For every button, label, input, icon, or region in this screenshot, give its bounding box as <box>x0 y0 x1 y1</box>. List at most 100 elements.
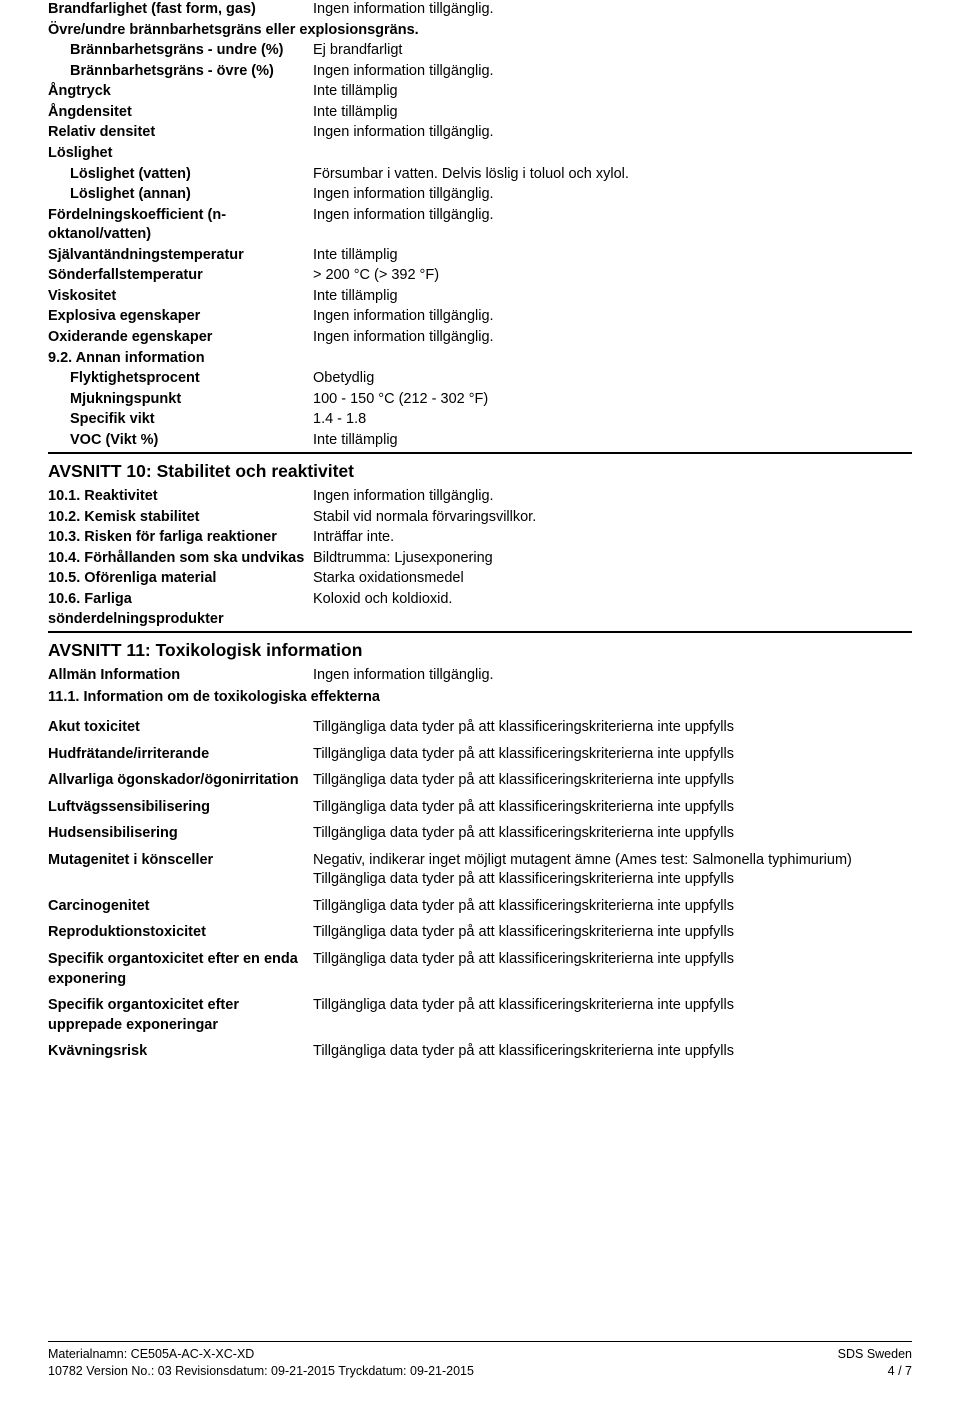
property-value: Ingen information tillgänglig. <box>313 307 912 327</box>
footer-page-number: 4 / 7 <box>888 1363 912 1380</box>
property-label: Hudsensibilisering <box>48 824 313 844</box>
property-value: Bildtrumma: Ljusexponering <box>313 549 912 569</box>
property-label: Explosiva egenskaper <box>48 307 313 327</box>
property-row: ÅngdensitetInte tillämplig <box>48 103 912 123</box>
property-value: Inte tillämplig <box>313 431 912 451</box>
property-value: Tillgängliga data tyder på att klassific… <box>313 1042 912 1062</box>
property-label: 10.3. Risken för farliga reaktioner <box>48 528 313 548</box>
property-value: Ingen information tillgänglig. <box>313 487 912 507</box>
property-label: Specifik organtoxicitet efter upprepade … <box>48 996 313 1035</box>
property-value: Ingen information tillgänglig. <box>313 123 912 143</box>
property-row: Relativ densitetIngen information tillgä… <box>48 123 912 143</box>
property-value: Starka oxidationsmedel <box>313 569 912 589</box>
property-value: 1.4 - 1.8 <box>313 410 912 430</box>
sec11-sub: 11.1. Information om de toxikologiska ef… <box>48 688 912 708</box>
property-label: 10.6. Farliga sönderdelningsprodukter <box>48 590 313 629</box>
property-value: Koloxid och koldioxid. <box>313 590 912 610</box>
sec9-sub1: Övre/undre brännbarhetsgräns eller explo… <box>48 21 912 41</box>
property-value: Stabil vid normala förvaringsvillkor. <box>313 508 912 528</box>
property-value: Inte tillämplig <box>313 103 912 123</box>
property-label: 10.1. Reaktivitet <box>48 487 313 507</box>
property-label: Reproduktionstoxicitet <box>48 923 313 943</box>
property-label: Ångtryck <box>48 82 313 102</box>
property-row: Mjukningspunkt100 - 150 °C (212 - 302 °F… <box>48 390 912 410</box>
property-row: Oxiderande egenskaperIngen information t… <box>48 328 912 348</box>
footer-sds-region: SDS Sweden <box>838 1346 912 1363</box>
property-label: Sönderfallstemperatur <box>48 266 313 286</box>
property-row: 10.2. Kemisk stabilitetStabil vid normal… <box>48 508 912 528</box>
sec9-block1b: Brännbarhetsgräns - undre (%)Ej brandfar… <box>48 41 912 143</box>
property-value: Ingen information tillgänglig. <box>313 185 912 205</box>
sec11-general-label: Allmän Information <box>48 666 313 686</box>
footer-rule <box>48 1341 912 1342</box>
property-value: Tillgängliga data tyder på att klassific… <box>313 950 912 970</box>
property-value: Försumbar i vatten. Delvis löslig i tolu… <box>313 165 912 185</box>
property-row: ReproduktionstoxicitetTillgängliga data … <box>48 923 912 943</box>
sec9-block2: Löslighet (vatten)Försumbar i vatten. De… <box>48 165 912 348</box>
separator-11 <box>48 631 912 633</box>
sec11-row-general: Allmän Information Ingen information til… <box>48 666 912 686</box>
property-label: VOC (Vikt %) <box>48 431 313 451</box>
property-label: Självantändningstemperatur <box>48 246 313 266</box>
property-label: Oxiderande egenskaper <box>48 328 313 348</box>
sec9-block1: Brandfarlighet (fast form, gas)Ingen inf… <box>48 0 912 20</box>
property-row: Akut toxicitetTillgängliga data tyder på… <box>48 718 912 738</box>
property-value: Ingen information tillgänglig. <box>313 206 912 226</box>
property-row: 10.1. ReaktivitetIngen information tillg… <box>48 487 912 507</box>
property-row: VOC (Vikt %)Inte tillämplig <box>48 431 912 451</box>
property-row: Specifik organtoxicitet efter en enda ex… <box>48 950 912 989</box>
property-label: Specifik organtoxicitet efter en enda ex… <box>48 950 313 989</box>
property-row: 10.5. Oförenliga materialStarka oxidatio… <box>48 569 912 589</box>
footer-version-info: 10782 Version No.: 03 Revisionsdatum: 09… <box>48 1363 474 1380</box>
property-label: 10.5. Oförenliga material <box>48 569 313 589</box>
property-value: Tillgängliga data tyder på att klassific… <box>313 771 912 791</box>
property-row: Brännbarhetsgräns - undre (%)Ej brandfar… <box>48 41 912 61</box>
property-label: 10.4. Förhållanden som ska undvikas <box>48 549 313 569</box>
page-footer: Materialnamn: CE505A-AC-X-XC-XD SDS Swed… <box>48 1341 912 1380</box>
property-value: Tillgängliga data tyder på att klassific… <box>313 718 912 738</box>
property-row: Brandfarlighet (fast form, gas)Ingen inf… <box>48 0 912 20</box>
property-value: Obetydlig <box>313 369 912 389</box>
property-value: Ingen information tillgänglig. <box>313 0 912 20</box>
property-row: KvävningsriskTillgängliga data tyder på … <box>48 1042 912 1062</box>
property-value: Negativ, indikerar inget möjligt mutagen… <box>313 851 912 890</box>
property-value: Tillgängliga data tyder på att klassific… <box>313 923 912 943</box>
property-row: Brännbarhetsgräns - övre (%)Ingen inform… <box>48 62 912 82</box>
property-label: Brandfarlighet (fast form, gas) <box>48 0 313 20</box>
property-row: HudsensibiliseringTillgängliga data tyde… <box>48 824 912 844</box>
property-label: Carcinogenitet <box>48 897 313 917</box>
sec9-sub2: Löslighet <box>48 144 912 164</box>
property-row: CarcinogenitetTillgängliga data tyder på… <box>48 897 912 917</box>
property-label: Akut toxicitet <box>48 718 313 738</box>
property-label: Allvarliga ögonskador/ögonirritation <box>48 771 313 791</box>
property-row: Hudfrätande/irriterandeTillgängliga data… <box>48 745 912 765</box>
property-row: 10.4. Förhållanden som ska undvikasBildt… <box>48 549 912 569</box>
section10-title: AVSNITT 10: Stabilitet och reaktivitet <box>48 460 912 483</box>
property-row: Löslighet (vatten)Försumbar i vatten. De… <box>48 165 912 185</box>
property-label: Ångdensitet <box>48 103 313 123</box>
property-label: Mutagenitet i könsceller <box>48 851 313 871</box>
property-row: SjälvantändningstemperaturInte tillämpli… <box>48 246 912 266</box>
section11-title: AVSNITT 11: Toxikologisk information <box>48 639 912 662</box>
property-label: Relativ densitet <box>48 123 313 143</box>
sec9-block3: FlyktighetsprocentObetydligMjukningspunk… <box>48 369 912 450</box>
property-row: Mutagenitet i könscellerNegativ, indiker… <box>48 851 912 890</box>
property-value: 100 - 150 °C (212 - 302 °F) <box>313 390 912 410</box>
property-row: ÅngtryckInte tillämplig <box>48 82 912 102</box>
property-label: Hudfrätande/irriterande <box>48 745 313 765</box>
property-value: Tillgängliga data tyder på att klassific… <box>313 824 912 844</box>
property-label: Brännbarhetsgräns - övre (%) <box>48 62 313 82</box>
property-row: Explosiva egenskaperIngen information ti… <box>48 307 912 327</box>
property-label: Viskositet <box>48 287 313 307</box>
property-row: ViskositetInte tillämplig <box>48 287 912 307</box>
footer-material-name: Materialnamn: CE505A-AC-X-XC-XD <box>48 1346 254 1363</box>
property-value: Tillgängliga data tyder på att klassific… <box>313 996 912 1016</box>
property-label: Kvävningsrisk <box>48 1042 313 1062</box>
property-row: Löslighet (annan)Ingen information tillg… <box>48 185 912 205</box>
property-label: Luftvägssensibilisering <box>48 798 313 818</box>
sec11-block: Akut toxicitetTillgängliga data tyder på… <box>48 718 912 1062</box>
property-value: Inte tillämplig <box>313 287 912 307</box>
sec9-sub3: 9.2. Annan information <box>48 349 912 369</box>
property-row: Specifik organtoxicitet efter upprepade … <box>48 996 912 1035</box>
property-value: Tillgängliga data tyder på att klassific… <box>313 745 912 765</box>
